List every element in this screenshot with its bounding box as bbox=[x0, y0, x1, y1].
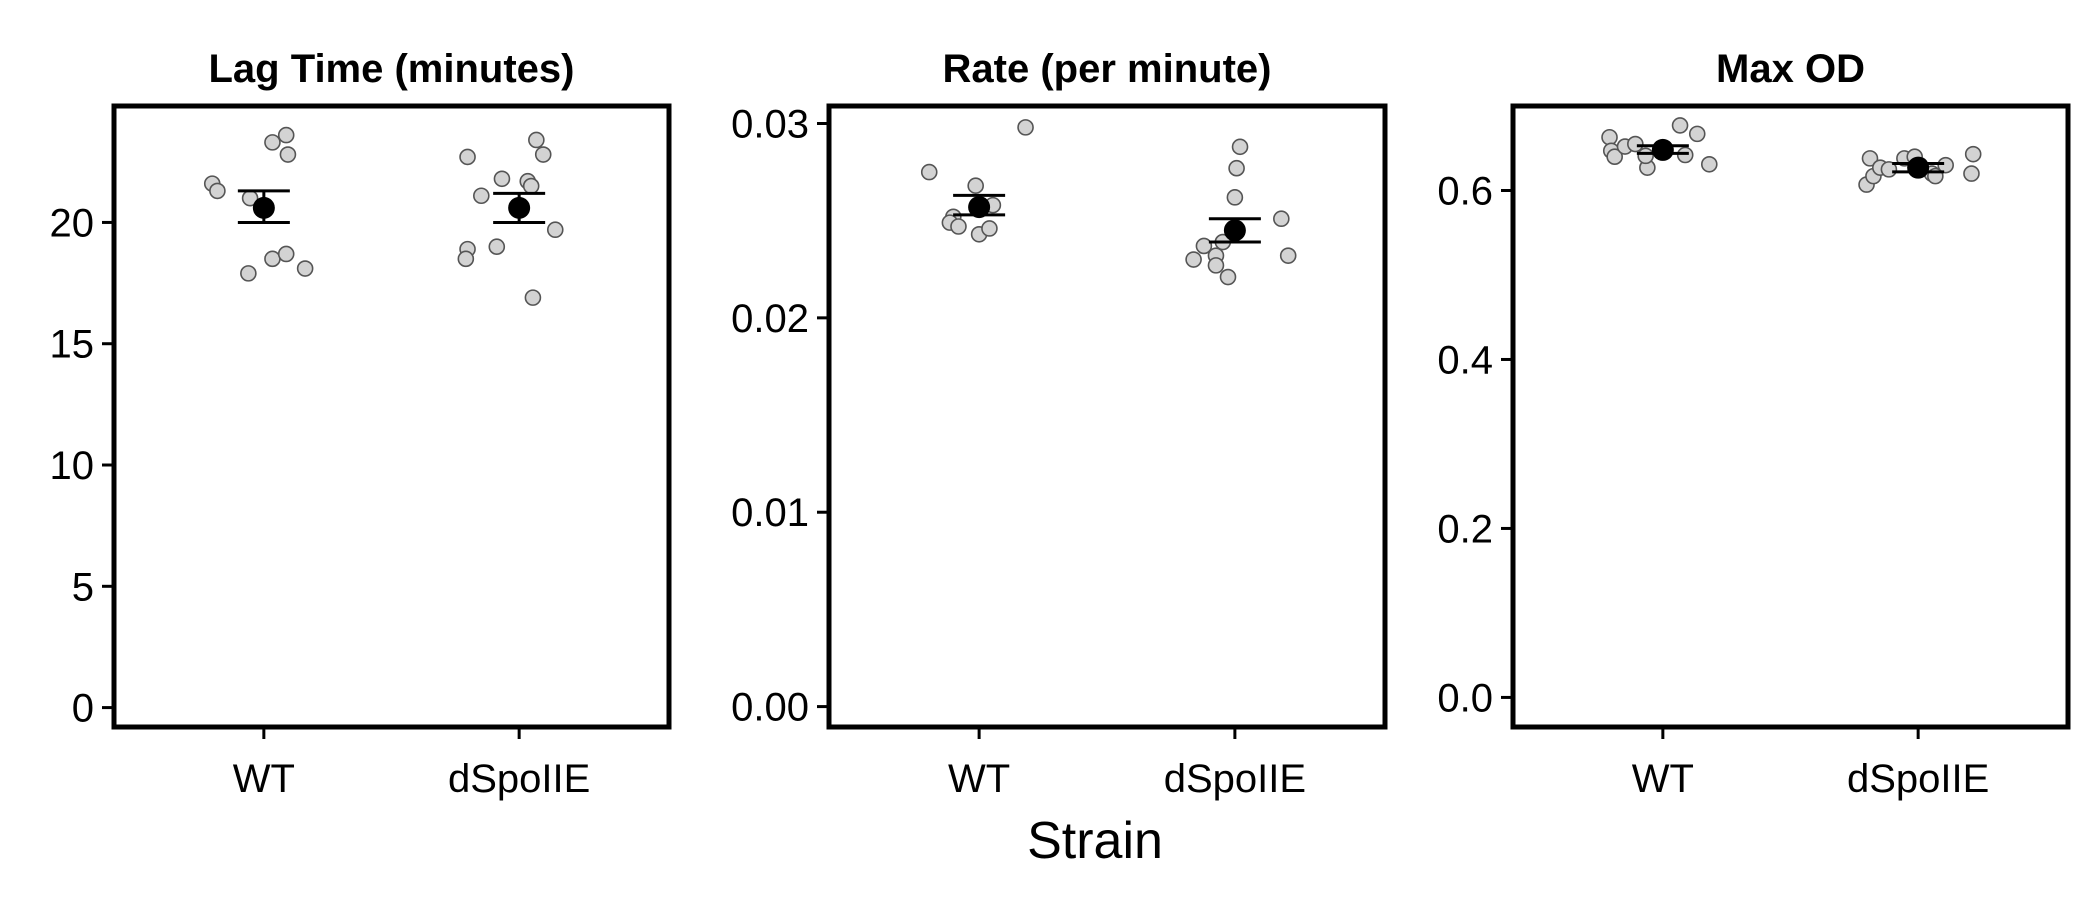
data-point bbox=[240, 265, 257, 282]
y-tick-label: 20 bbox=[50, 201, 95, 245]
mean-point bbox=[1907, 156, 1930, 179]
x-tick-label: dSpoIIE bbox=[1164, 757, 1306, 801]
mean-point bbox=[1651, 138, 1674, 161]
data-point bbox=[488, 238, 506, 255]
data-point bbox=[524, 289, 542, 306]
panel-title: Lag Time (minutes) bbox=[209, 47, 575, 91]
data-point bbox=[528, 131, 545, 149]
data-point bbox=[1219, 268, 1237, 286]
data-point bbox=[1279, 247, 1297, 264]
y-tick-label: 0.03 bbox=[731, 102, 809, 146]
panel-title: Max OD bbox=[1716, 47, 1865, 91]
data-point bbox=[277, 126, 295, 144]
data-point bbox=[264, 250, 281, 268]
y-tick-label: 10 bbox=[50, 444, 95, 488]
y-tick-label: 0.00 bbox=[731, 686, 809, 730]
data-point bbox=[1688, 125, 1706, 143]
data-point bbox=[277, 245, 295, 263]
data-point bbox=[1606, 148, 1623, 165]
x-tick-label: WT bbox=[1632, 757, 1694, 801]
mean-point bbox=[252, 196, 275, 219]
data-point bbox=[1601, 128, 1618, 146]
data-point bbox=[1937, 156, 1954, 174]
data-point bbox=[1861, 150, 1879, 167]
data-point bbox=[1963, 165, 1980, 182]
data-point bbox=[264, 134, 281, 151]
data-point bbox=[493, 170, 511, 188]
data-point bbox=[546, 221, 564, 239]
data-point bbox=[1637, 147, 1654, 165]
panel-3: Max OD 0.0 0.2 0.4 0.6 WT dSpoIIE bbox=[1437, 47, 2071, 801]
data-point bbox=[1185, 251, 1202, 268]
mean-point bbox=[1223, 219, 1246, 242]
mean-point bbox=[968, 196, 991, 219]
data-point bbox=[1964, 145, 1982, 163]
data-point bbox=[1207, 257, 1225, 274]
data-point bbox=[1273, 210, 1290, 228]
data-point bbox=[981, 220, 998, 237]
data-point bbox=[1195, 237, 1213, 255]
y-tick-label: 0.4 bbox=[1437, 338, 1493, 382]
y-tick-label: 0.2 bbox=[1437, 507, 1493, 551]
data-point bbox=[1228, 159, 1245, 177]
data-point bbox=[1017, 119, 1034, 136]
mean-point bbox=[508, 196, 531, 219]
panel-2: Rate (per minute) 0.00 0.01 0.02 0.03 WT dSpoI… bbox=[731, 47, 1388, 801]
data-point bbox=[296, 260, 314, 277]
x-tick-label: dSpoIIE bbox=[448, 757, 590, 801]
data-point bbox=[1676, 146, 1694, 164]
data-point bbox=[1627, 135, 1644, 153]
data-point bbox=[950, 218, 967, 235]
data-point bbox=[534, 146, 552, 163]
panel-1: Lag Time (minutes) 0 5 10 15 20 WT dSpoIIE bbox=[50, 47, 672, 801]
panel-frame bbox=[111, 103, 672, 730]
data-point bbox=[209, 182, 226, 200]
data-point bbox=[459, 148, 476, 166]
x-tick-label: WT bbox=[948, 757, 1010, 801]
data-point bbox=[967, 177, 984, 194]
panel-frame bbox=[1510, 103, 2071, 730]
data-point bbox=[1231, 138, 1249, 156]
data-point bbox=[1226, 189, 1244, 206]
panel-title: Rate (per minute) bbox=[943, 47, 1272, 91]
panel-frame bbox=[826, 103, 1388, 730]
x-tick-label: WT bbox=[233, 757, 295, 801]
x-axis-title: Strain bbox=[1027, 812, 1163, 870]
y-tick-label: 5 bbox=[72, 565, 94, 609]
y-tick-label: 0.6 bbox=[1437, 169, 1493, 213]
data-point bbox=[1700, 155, 1718, 173]
y-tick-label: 0.02 bbox=[731, 297, 809, 341]
data-point bbox=[473, 187, 490, 205]
y-tick-label: 0.0 bbox=[1437, 676, 1493, 720]
data-point bbox=[457, 250, 475, 268]
data-point bbox=[920, 163, 938, 181]
data-point bbox=[522, 177, 540, 195]
data-point bbox=[279, 146, 297, 163]
y-tick-label: 0.01 bbox=[731, 491, 809, 535]
data-point bbox=[1671, 117, 1689, 134]
y-tick-label: 15 bbox=[50, 323, 95, 367]
x-tick-label: dSpoIIE bbox=[1847, 757, 1989, 801]
y-tick-label: 0 bbox=[72, 687, 94, 731]
